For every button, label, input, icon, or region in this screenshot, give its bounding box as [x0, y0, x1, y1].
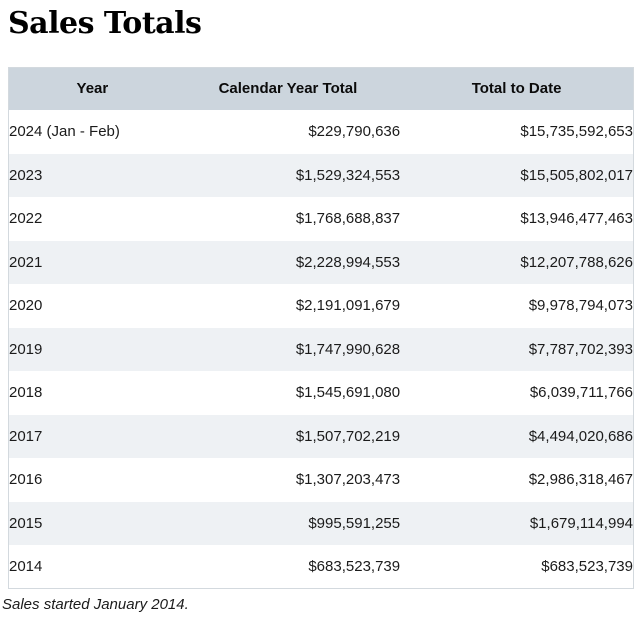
year-cell: 2019: [9, 340, 43, 358]
table-row: 2022 $1,768,688,837 $13,946,477,463: [8, 197, 634, 241]
table-row: 2018 $1,545,691,080 $6,039,711,766: [8, 371, 634, 415]
calendar-year-total-cell: $1,545,691,080: [295, 384, 401, 402]
calendar-year-total-cell: $995,591,255: [308, 514, 401, 532]
year-cell: 2022: [9, 210, 43, 228]
calendar-year-total-cell: $2,228,994,553: [295, 253, 401, 271]
calendar-year-total-cell: $1,747,990,628: [295, 340, 401, 358]
table-row: 2019 $1,747,990,628 $7,787,702,393: [8, 327, 634, 371]
calendar-year-total-cell: $683,523,739: [308, 558, 401, 575]
column-header-calendar-year-total: Calendar Year Total: [175, 67, 401, 110]
column-header-total-to-date: Total to Date: [400, 67, 634, 110]
calendar-year-total-cell: $1,307,203,473: [295, 471, 401, 489]
table-row: 2024 (Jan - Feb) $229,790,636 $15,735,59…: [8, 110, 634, 154]
sales-totals-table: Year Calendar Year Total Total to Date 2…: [8, 66, 634, 589]
year-cell: 2020: [9, 297, 43, 315]
year-cell: 2017: [9, 427, 43, 445]
table-row: 2016 $1,307,203,473 $2,986,318,467: [8, 458, 634, 502]
year-cell: 2021: [9, 253, 43, 271]
calendar-year-total-cell: $2,191,091,679: [295, 297, 401, 315]
table-row: 2017 $1,507,702,219 $4,494,020,686: [8, 414, 634, 458]
table-row: 2014 $683,523,739 $683,523,739: [8, 545, 634, 589]
year-cell: 2016: [9, 471, 43, 489]
total-to-date-cell: $6,039,711,766: [529, 384, 633, 402]
total-to-date-cell: $9,978,794,073: [528, 297, 633, 315]
calendar-year-total-cell: $1,768,688,837: [295, 210, 401, 228]
calendar-year-total-cell: $1,507,702,219: [295, 427, 401, 445]
table-body: 2024 (Jan - Feb) $229,790,636 $15,735,59…: [8, 110, 634, 589]
table-row: 2020 $2,191,091,679 $9,978,794,073: [8, 284, 634, 328]
page-title: Sales Totals: [8, 6, 202, 41]
total-to-date-cell: $15,735,592,653: [520, 123, 633, 141]
total-to-date-cell: $12,207,788,626: [520, 253, 633, 271]
total-to-date-cell: $1,679,114,994: [529, 514, 633, 532]
year-cell: 2014: [9, 558, 43, 575]
table-row: 2015 $995,591,255 $1,679,114,994: [8, 501, 634, 545]
header-row: Year Calendar Year Total Total to Date: [8, 67, 634, 110]
year-cell: 2015: [9, 514, 43, 532]
year-cell: 2023: [9, 166, 43, 184]
total-to-date-cell: $4,494,020,686: [528, 427, 633, 445]
calendar-year-total-cell: $229,790,636: [308, 123, 401, 141]
year-cell: 2018: [9, 384, 43, 402]
total-to-date-cell: $13,946,477,463: [520, 210, 633, 228]
column-header-year: Year: [8, 67, 176, 110]
total-to-date-cell: $7,787,702,393: [528, 340, 633, 358]
total-to-date-cell: $683,523,739: [541, 558, 633, 575]
table-header: Year Calendar Year Total Total to Date: [8, 67, 634, 110]
table-row: 2021 $2,228,994,553 $12,207,788,626: [8, 240, 634, 284]
table-footnote: Sales started January 2014.: [2, 596, 189, 613]
calendar-year-total-cell: $1,529,324,553: [295, 166, 401, 184]
total-to-date-cell: $15,505,802,017: [520, 166, 633, 184]
table-row: 2023 $1,529,324,553 $15,505,802,017: [8, 153, 634, 197]
total-to-date-cell: $2,986,318,467: [528, 471, 633, 489]
year-cell: 2024 (Jan - Feb): [9, 123, 120, 141]
